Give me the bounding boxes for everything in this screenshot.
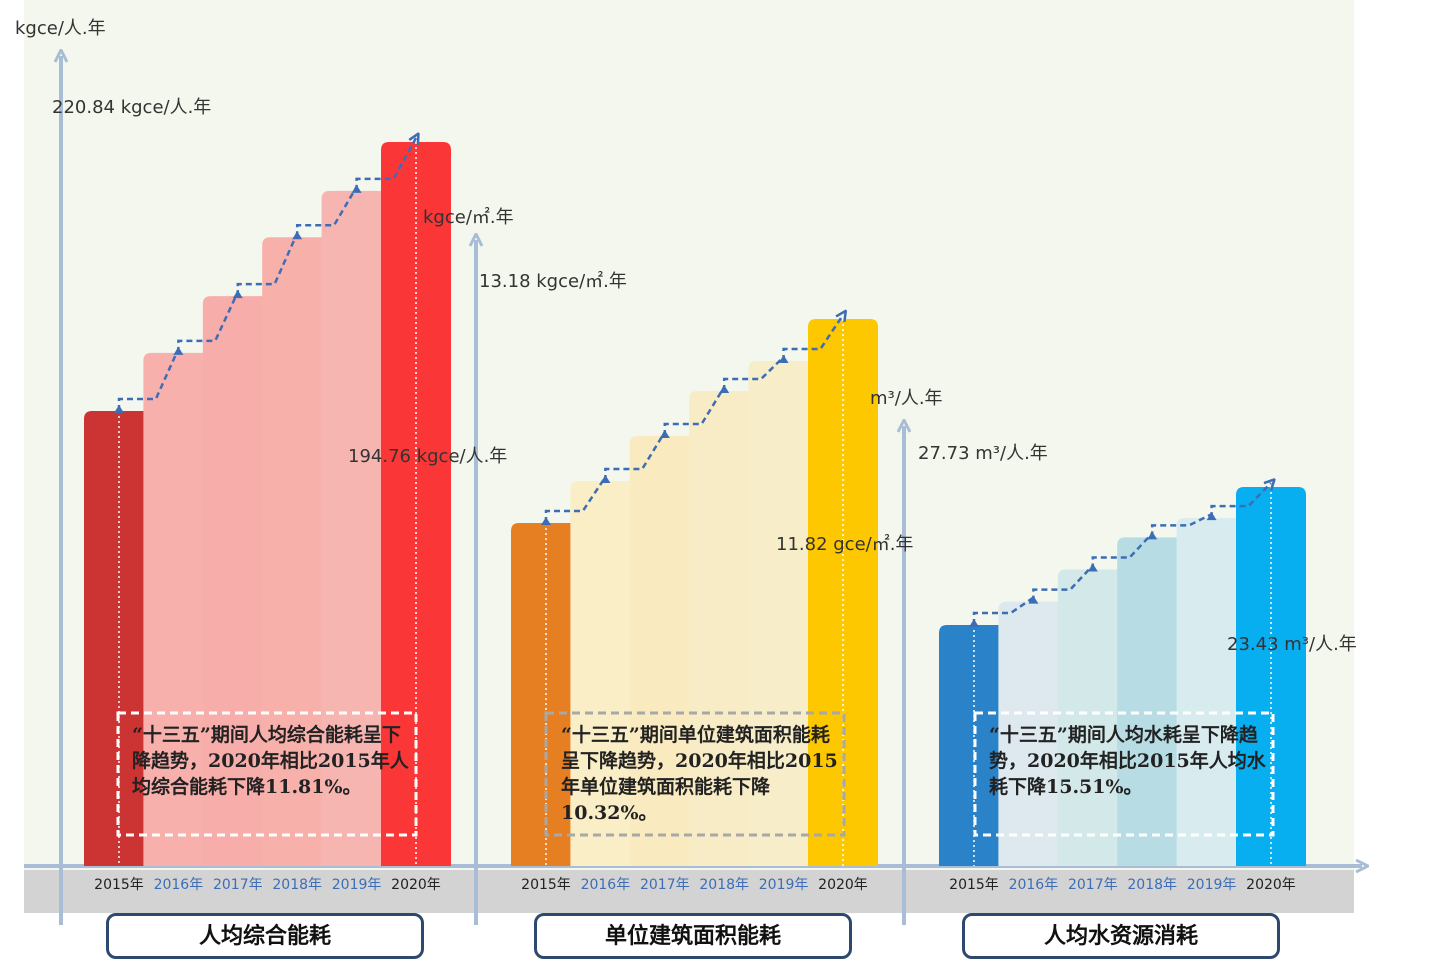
x-tick-label: 2019年 [1187, 877, 1237, 893]
x-tick-label: 2016年 [154, 877, 204, 893]
trend-marker-start [541, 517, 551, 525]
bar-2020年 [808, 319, 878, 866]
title-energy-per-area[interactable]: 单位建筑面积能耗 [534, 913, 852, 959]
x-tick-label: 2017年 [640, 877, 690, 893]
value-label-end: 194.76 kgce/人.年 [348, 446, 507, 467]
chart-floor-band [24, 870, 1354, 913]
bar-2018年 [689, 391, 760, 866]
note-box [973, 711, 1275, 837]
trend-connector [604, 431, 666, 481]
unit-label: kgce/人.年 [15, 18, 106, 39]
note-text-energy-per-area: “十三五”期间单位建筑面积能耗呈下降趋势，2020年相比2015年单位建筑面积能… [561, 724, 838, 824]
x-tick-label: 2018年 [1127, 877, 1177, 893]
x-tick-label: 2018年 [699, 877, 749, 893]
x-tick-label: 2016年 [1009, 877, 1059, 893]
x-tick-label: 2020年 [818, 877, 868, 893]
bar-2018年 [1117, 537, 1188, 866]
x-tick-label: 2020年 [1246, 877, 1296, 893]
trend-connector [177, 291, 239, 353]
trend-connector [1032, 564, 1094, 602]
trend-connector [663, 386, 726, 436]
bar-2019年 [748, 361, 819, 866]
bar-2019年 [1176, 518, 1247, 866]
unit-label: m³/人.年 [870, 388, 943, 409]
x-tick-label: 2017年 [213, 877, 263, 893]
note-box [544, 711, 846, 837]
title-energy-per-capita[interactable]: 人均综合能耗 [106, 913, 424, 959]
trend-connector [1210, 483, 1271, 519]
x-tick-label: 2019年 [759, 877, 809, 893]
value-label-end: 11.82 gce/㎡.年 [776, 533, 913, 555]
title-water-per-capita[interactable]: 人均水资源消耗 [962, 913, 1280, 959]
value-label-end: 23.43 m³/人.年 [1227, 634, 1357, 655]
x-tick-label: 2017年 [1068, 877, 1118, 893]
x-tick-label: 2020年 [391, 877, 441, 893]
bar-2016年 [570, 481, 641, 866]
trend-connector [355, 138, 416, 191]
bar-2015年 [84, 411, 154, 866]
bar-2018年 [262, 237, 333, 866]
bar-2016年 [998, 601, 1069, 866]
trend-marker-start [969, 619, 979, 627]
note-text-energy-per-capita: “十三五”期间人均综合能耗呈下降趋势，2020年相比2015年人均综合能耗下降1… [132, 724, 409, 798]
bar-2016年 [143, 352, 214, 867]
trend-marker-start [114, 405, 124, 413]
bar-2020年 [1236, 487, 1306, 866]
value-label-start: 220.84 kgce/人.年 [52, 97, 211, 118]
x-tick-label: 2015年 [521, 877, 571, 893]
value-label-start: 13.18 kgce/㎡.年 [479, 270, 627, 292]
bar-2017年 [1057, 569, 1128, 866]
bar-2019年 [321, 190, 392, 867]
x-tick-label: 2016年 [581, 877, 631, 893]
x-tick-label: 2015年 [94, 877, 144, 893]
trend-connector [722, 356, 785, 391]
trend-connector [782, 315, 843, 361]
trend-connector [1091, 532, 1154, 570]
bar-2017年 [629, 436, 700, 866]
bar-2017年 [202, 296, 273, 866]
value-label-start: 27.73 m³/人.年 [918, 443, 1048, 464]
trend-connector [1150, 513, 1213, 538]
note-text-water-per-capita: “十三五”期间人均水耗呈下降趋势，2020年相比2015年人均水耗下降15.51… [989, 724, 1266, 798]
x-tick-label: 2019年 [332, 877, 382, 893]
trend-connector [236, 232, 299, 297]
unit-label: kgce/㎡.年 [423, 206, 514, 228]
trend-connector [295, 186, 358, 238]
x-tick-label: 2018年 [272, 877, 322, 893]
note-box [116, 711, 418, 837]
x-tick-label: 2015年 [949, 877, 999, 893]
